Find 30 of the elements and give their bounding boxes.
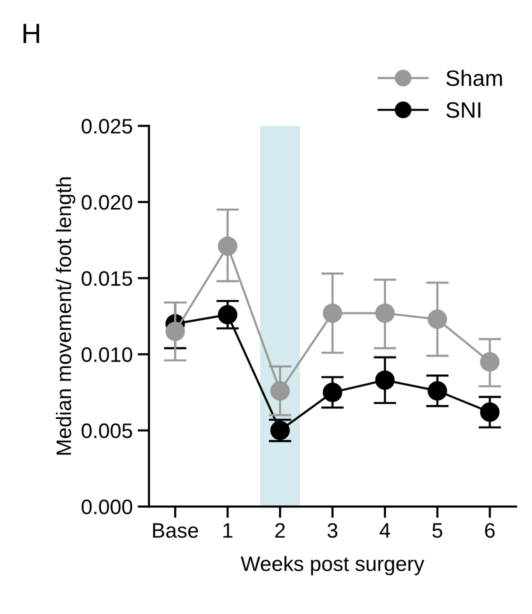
y-tick-label: 0.020: [82, 195, 132, 210]
text: H: [24, 24, 40, 43]
legend-label: SNI: [446, 102, 480, 118]
point: [428, 310, 448, 329]
y-tick-label: 0.025: [82, 118, 132, 134]
point: [165, 322, 185, 342]
point: [375, 370, 395, 390]
y-tick-label: 0.015: [82, 271, 132, 286]
y-axis-title: Median movement/ foot length: [56, 177, 76, 455]
point: [480, 352, 500, 372]
legend-label: Sham: [446, 70, 502, 86]
point: [428, 381, 448, 401]
x-axis-title: Weeks post surgery: [240, 556, 424, 576]
point: [218, 304, 238, 324]
x-tick-label: 1: [223, 523, 232, 538]
point: [270, 381, 290, 401]
x-tick-label: 3: [328, 523, 338, 538]
point: [480, 402, 500, 422]
y-tick-label: 0.010: [82, 347, 132, 362]
x-tick-label: 2: [275, 523, 285, 538]
x-tick-label: 4: [380, 523, 390, 538]
x-tick-label: Base: [153, 523, 198, 538]
point: [322, 382, 342, 402]
y-tick-label: 0.005: [82, 423, 132, 438]
y-tick-label: 0.000: [82, 500, 132, 514]
point: [218, 236, 238, 256]
x-tick-label: 6: [485, 523, 495, 538]
point: [322, 303, 342, 323]
x-tick-label: 5: [432, 523, 442, 538]
point: [375, 303, 395, 323]
